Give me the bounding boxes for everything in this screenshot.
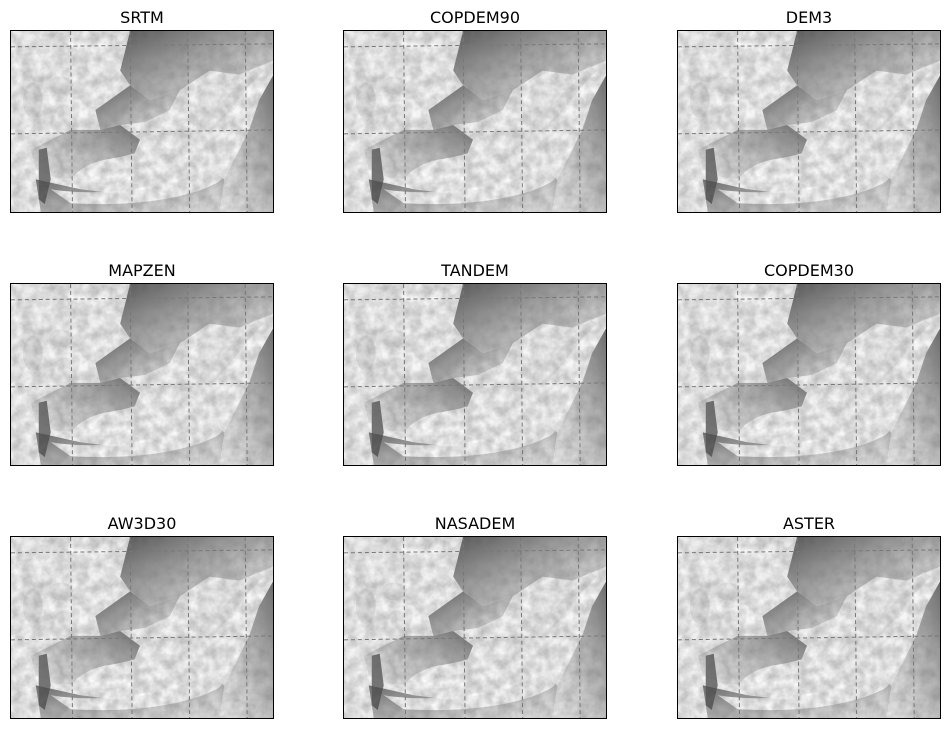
hillshade-terrain: [678, 31, 940, 212]
panel-title: DEM3: [785, 8, 833, 27]
panel-title: TANDEM: [441, 261, 509, 280]
panel-title: ASTER: [782, 514, 836, 533]
hillshade-map: [10, 283, 274, 466]
panel-title: NASADEM: [434, 514, 516, 533]
hillshade-terrain: [678, 537, 940, 718]
panel-title: COPDEM30: [763, 261, 854, 280]
hillshade-map: [677, 283, 941, 466]
panel-title: SRTM: [120, 8, 164, 27]
hillshade-map: [10, 536, 274, 719]
hillshade-map: [343, 536, 607, 719]
hillshade-map: [677, 30, 941, 213]
hillshade-terrain: [344, 284, 606, 465]
hillshade-map: [343, 30, 607, 213]
hillshade-terrain: [11, 537, 273, 718]
hillshade-terrain: [344, 537, 606, 718]
hillshade-map: [10, 30, 274, 213]
hillshade-terrain: [678, 284, 940, 465]
panel-title: COPDEM90: [429, 8, 520, 27]
hillshade-terrain: [11, 284, 273, 465]
hillshade-map: [677, 536, 941, 719]
panel-title: AW3D30: [107, 514, 177, 533]
hillshade-map: [343, 283, 607, 466]
panel-title: MAPZEN: [108, 261, 176, 280]
hillshade-terrain: [344, 31, 606, 212]
hillshade-terrain: [11, 31, 273, 212]
